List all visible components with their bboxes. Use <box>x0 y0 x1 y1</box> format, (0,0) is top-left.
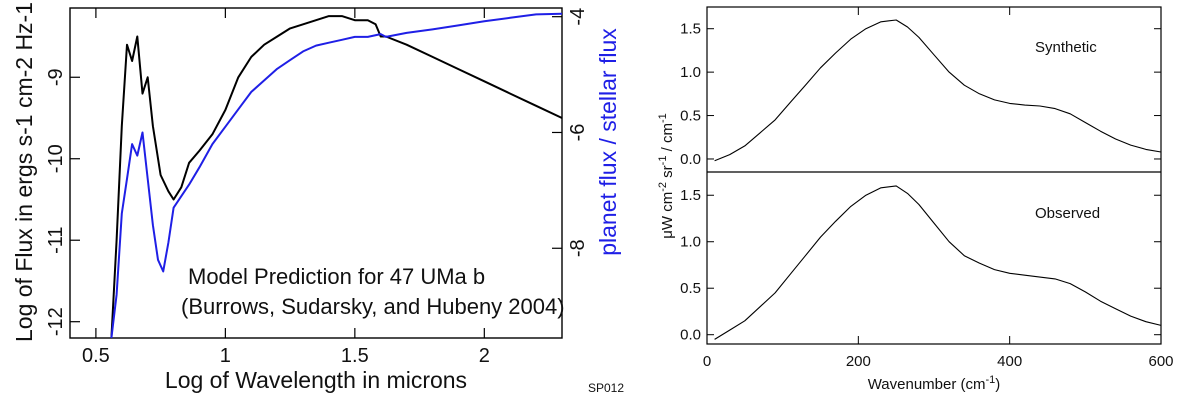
left-series-line-1 <box>110 15 563 339</box>
left-series-line-2 <box>110 12 563 339</box>
left-y2-tick-label: -4 <box>567 8 589 26</box>
right-x-tick-label: 600 <box>1148 353 1173 370</box>
panel-label-synthetic: Synthetic <box>1035 39 1097 56</box>
right-y-tick-label: 1.0 <box>680 64 701 81</box>
right-y-tick-label: 1.0 <box>680 234 701 251</box>
right-y-tick-label: 0.5 <box>680 108 701 125</box>
left-y-ticks: -9 -10 -11 -12 <box>45 68 80 336</box>
right-x-axis-label: Wavenumber (cm-1) <box>868 374 1001 393</box>
right-y-tick-label: 0.5 <box>680 280 701 297</box>
left-y2-tick-label: -8 <box>567 239 589 257</box>
right-y-tick-label: 0.0 <box>680 151 701 168</box>
left-chart: 0.5 1 1.5 2 -9 -10 -11 -12 -4 -6 -8 Model Predic… <box>11 2 621 393</box>
left-annotation-line2: (Burrows, Sudarsky, and Hubeny 2004) <box>181 294 565 319</box>
left-x-ticks: 0.5 1 1.5 2 <box>82 8 490 367</box>
left-x-tick-label: 1.5 <box>341 345 369 367</box>
left-x-tick-label: 1 <box>220 345 231 367</box>
left-y-axis-label: Log of Flux in ergs s-1 cm-2 Hz-1 <box>11 2 37 342</box>
left-x-axis-label: Log of Wavelength in microns <box>165 367 467 393</box>
left-x-tick-label: 2 <box>479 345 490 367</box>
right-ticks: 1.51.00.50.01.51.00.50.00 200 400 600 <box>680 7 1174 370</box>
right-x-tick-label: 0 <box>703 353 711 370</box>
left-annotation-line1: Model Prediction for 47 UMa b <box>188 264 485 289</box>
right-panel-line-1 <box>714 19 1162 162</box>
right-y-tick-label: 0.0 <box>680 327 701 344</box>
figure-code: SP012 <box>588 381 624 395</box>
right-y-axis-label: μW cm-2 sr-1 / cm-1 <box>657 113 676 238</box>
panel-label-observed: Observed <box>1035 205 1100 222</box>
right-plot-frame <box>706 6 1162 345</box>
left-plot-frame <box>69 7 563 339</box>
left-y2-tick-label: -6 <box>567 124 589 142</box>
right-panel-line-2 <box>714 185 1162 340</box>
left-y2-axis-label: planet flux / stellar flux <box>595 28 621 256</box>
right-chart: 1.51.00.50.01.51.00.50.00 200 400 600 Synth… <box>657 6 1174 393</box>
right-y-tick-label: 1.5 <box>680 21 701 38</box>
left-y-tick-label: -12 <box>45 307 67 336</box>
left-y-tick-label: -11 <box>45 227 67 254</box>
right-series-group <box>714 19 1162 340</box>
left-y2-ticks: -4 -6 -8 <box>552 8 589 257</box>
left-y-tick-label: -9 <box>45 68 67 86</box>
right-x-tick-label: 200 <box>846 353 871 370</box>
right-x-tick-label: 400 <box>997 353 1022 370</box>
left-y-tick-label: -10 <box>45 144 67 173</box>
left-x-tick-label: 0.5 <box>82 345 110 367</box>
left-series-group <box>110 12 563 339</box>
right-y-tick-label: 1.5 <box>680 187 701 204</box>
